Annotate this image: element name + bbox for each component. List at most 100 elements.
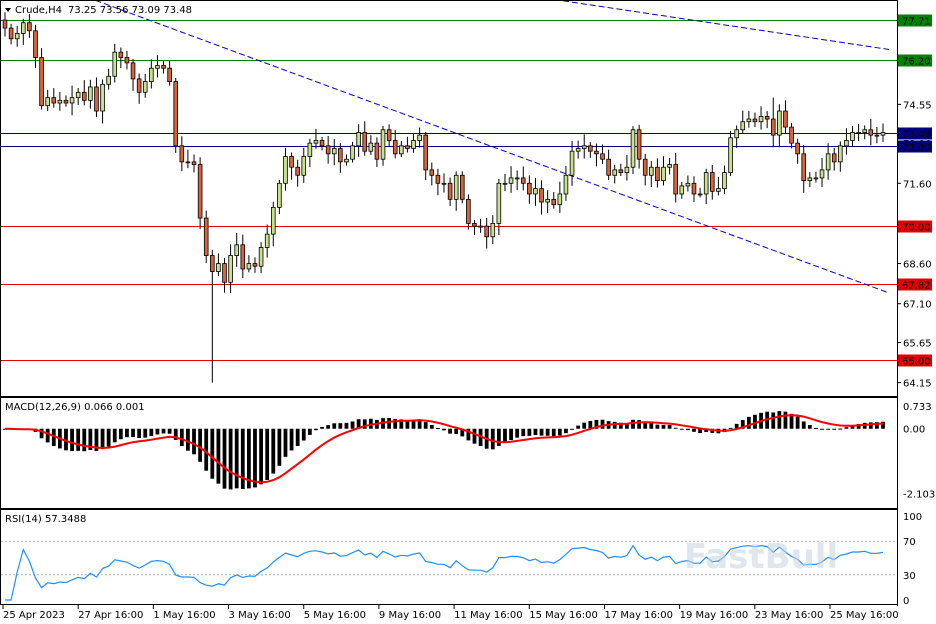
- macd-bar-121: [740, 420, 745, 429]
- level-tag-bg-6: [898, 354, 932, 367]
- candle-body-70: [429, 169, 435, 176]
- time-tick-label-4: 5 May 16:00: [304, 610, 366, 621]
- macd-bar-12: [76, 428, 81, 451]
- candle-body-45: [277, 182, 282, 208]
- macd-signal-line: [4, 414, 884, 484]
- candle-body-67: [411, 140, 416, 149]
- macd-bar-70: [429, 424, 434, 429]
- candle-body-27: [167, 67, 172, 82]
- macd-bar-59: [362, 419, 367, 429]
- macd-bar-77: [472, 428, 477, 444]
- rsi-tick-label-0: 100: [903, 512, 922, 523]
- candle-body-136: [831, 153, 837, 163]
- macd-bar-137: [838, 428, 843, 430]
- candle-body-10: [63, 99, 69, 104]
- candle-body-89: [545, 198, 550, 203]
- macd-bar-119: [728, 427, 733, 429]
- candle-body-26: [161, 65, 166, 69]
- macd-bar-57: [350, 421, 355, 429]
- macd-bar-65: [399, 419, 404, 429]
- candle-body-125: [764, 115, 770, 120]
- candle-body-144: [880, 132, 886, 136]
- candle-body-28: [173, 81, 179, 147]
- macd-bar-35: [216, 428, 221, 484]
- candle-body-61: [374, 142, 380, 160]
- candle-body-36: [222, 263, 227, 283]
- macd-bar-40: [246, 428, 251, 489]
- candle-body-141: [862, 129, 867, 133]
- macd-bar-32: [198, 428, 203, 462]
- candle-body-96: [588, 145, 593, 152]
- candle-body-122: [746, 118, 752, 123]
- macd-bar-66: [405, 419, 410, 429]
- candle-body-76: [466, 198, 471, 224]
- macd-bar-26: [161, 428, 166, 434]
- macd-bar-37: [228, 428, 233, 490]
- macd-bar-29: [179, 428, 184, 447]
- macd-bar-74: [454, 428, 459, 434]
- candle-body-42: [258, 247, 264, 267]
- candle-body-65: [399, 145, 404, 155]
- macd-bar-108: [661, 424, 666, 429]
- level-tag-bg-3: [898, 140, 932, 153]
- candle-body-88: [539, 188, 544, 203]
- rsi-tick-label-1: 70: [903, 537, 916, 548]
- macd-bar-44: [271, 428, 276, 474]
- candle-body-92: [563, 174, 569, 195]
- candle-body-87: [533, 188, 538, 195]
- macd-bar-47: [289, 428, 294, 451]
- candle-body-15: [94, 86, 99, 112]
- candle-body-24: [149, 67, 154, 82]
- candle-body-112: [685, 182, 691, 187]
- candle-body-59: [362, 132, 368, 152]
- candle-body-33: [203, 217, 209, 256]
- candle-body-54: [331, 148, 337, 155]
- collapse-triangle-icon[interactable]: [5, 8, 11, 12]
- candle-body-0: [2, 19, 8, 29]
- candle-body-37: [228, 255, 233, 283]
- candle-body-34: [210, 255, 215, 272]
- candle-body-128: [783, 110, 788, 128]
- level-tag-bg-0: [898, 14, 932, 27]
- macd-bar-134: [820, 428, 824, 430]
- macd-plot: [3, 411, 885, 490]
- candle-body-73: [447, 182, 453, 200]
- candle-body-102: [624, 166, 630, 173]
- macd-bar-90: [551, 428, 556, 437]
- level-tag-bg-2: [898, 127, 932, 140]
- candle-body-118: [722, 172, 727, 190]
- price-tick-label-3: 68.60: [903, 260, 932, 271]
- macd-bar-48: [295, 428, 300, 446]
- candle-body-56: [344, 158, 349, 163]
- candle-body-14: [88, 86, 93, 101]
- macd-bar-142: [868, 422, 873, 429]
- macd-bar-89: [545, 428, 550, 436]
- macd-axis: 0.733 0.00 -2.103: [903, 402, 935, 501]
- time-tick-label-0: 25 Apr 2023: [3, 610, 65, 621]
- candle-body-130: [795, 142, 800, 155]
- macd-bar-120: [734, 423, 739, 429]
- rsi-plot: [1, 540, 897, 601]
- candle-body-101: [618, 169, 624, 173]
- macd-bar-17: [106, 428, 111, 447]
- macd-tick-label-0: 0.733: [903, 402, 932, 413]
- candle-body-55: [338, 148, 343, 163]
- candle-body-104: [636, 129, 642, 160]
- candle-body-66: [405, 145, 410, 149]
- macd-bar-139: [850, 425, 855, 429]
- macd-bar-136: [832, 428, 837, 430]
- candle-body-143: [874, 134, 880, 137]
- macd-bar-36: [222, 428, 227, 489]
- macd-bar-127: [777, 411, 782, 429]
- candle-body-53: [325, 145, 331, 155]
- candle-body-23: [142, 81, 148, 93]
- candle-body-64: [392, 140, 398, 155]
- candle-body-115: [703, 172, 709, 195]
- candle-body-106: [649, 166, 654, 176]
- macd-bar-76: [466, 428, 471, 441]
- macd-bar-97: [594, 419, 599, 429]
- rsi-title: RSI(14) 57.3488: [5, 514, 86, 525]
- candle-body-85: [520, 177, 526, 184]
- macd-bar-73: [448, 428, 452, 434]
- candle-body-100: [612, 169, 618, 176]
